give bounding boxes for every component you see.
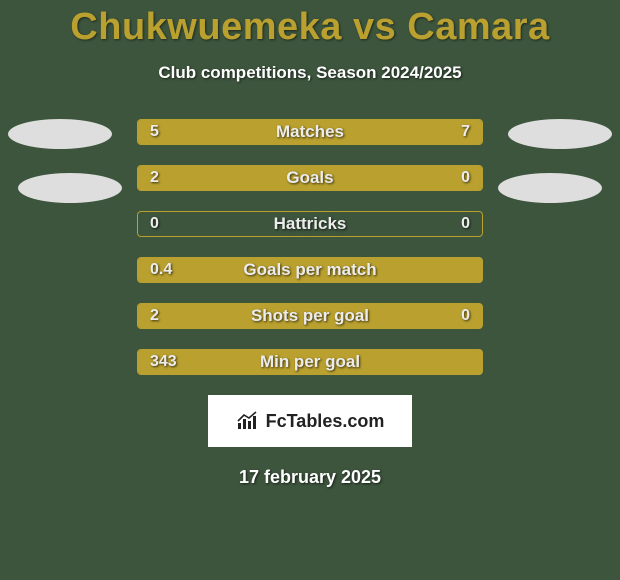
comparison-card: Chukwuemeka vs Camara Club competitions,… bbox=[0, 0, 620, 580]
player-left-badge-2 bbox=[18, 173, 122, 203]
stat-label: Hattricks bbox=[138, 212, 482, 236]
player-left-badge-1 bbox=[8, 119, 112, 149]
stat-row: 20Shots per goal bbox=[137, 303, 483, 329]
subtitle: Club competitions, Season 2024/2025 bbox=[0, 63, 620, 83]
bars-list: 57Matches 20Goals 0 0Hattricks 0.4Goals per … bbox=[137, 119, 483, 375]
comparison-area: 57Matches 20Goals 0 0Hattricks 0.4Goals per … bbox=[0, 119, 620, 375]
stat-row: 20Goals bbox=[137, 165, 483, 191]
page-title: Chukwuemeka vs Camara bbox=[0, 6, 620, 49]
chart-icon bbox=[236, 411, 262, 431]
stat-row: 57Matches bbox=[137, 119, 483, 145]
bar-fill-right bbox=[276, 120, 482, 144]
stat-value-left: 0 bbox=[138, 212, 171, 236]
player-right-badge-1 bbox=[508, 119, 612, 149]
bar-fill-right bbox=[403, 166, 482, 190]
player-right-badge-2 bbox=[498, 173, 602, 203]
bar-fill-left bbox=[138, 120, 276, 144]
stat-row: 0 0Hattricks bbox=[137, 211, 483, 237]
bar-fill-left bbox=[138, 258, 482, 282]
stat-row: 0.4Goals per match bbox=[137, 257, 483, 283]
stat-row: 343Min per goal bbox=[137, 349, 483, 375]
bar-fill-left bbox=[138, 304, 482, 328]
bar-fill-left bbox=[138, 350, 482, 374]
stat-value-right: 0 bbox=[449, 212, 482, 236]
source-logo: FcTables.com bbox=[208, 395, 412, 447]
source-logo-text: FcTables.com bbox=[266, 411, 385, 432]
bar-fill-left bbox=[138, 166, 403, 190]
date-line: 17 february 2025 bbox=[0, 467, 620, 488]
